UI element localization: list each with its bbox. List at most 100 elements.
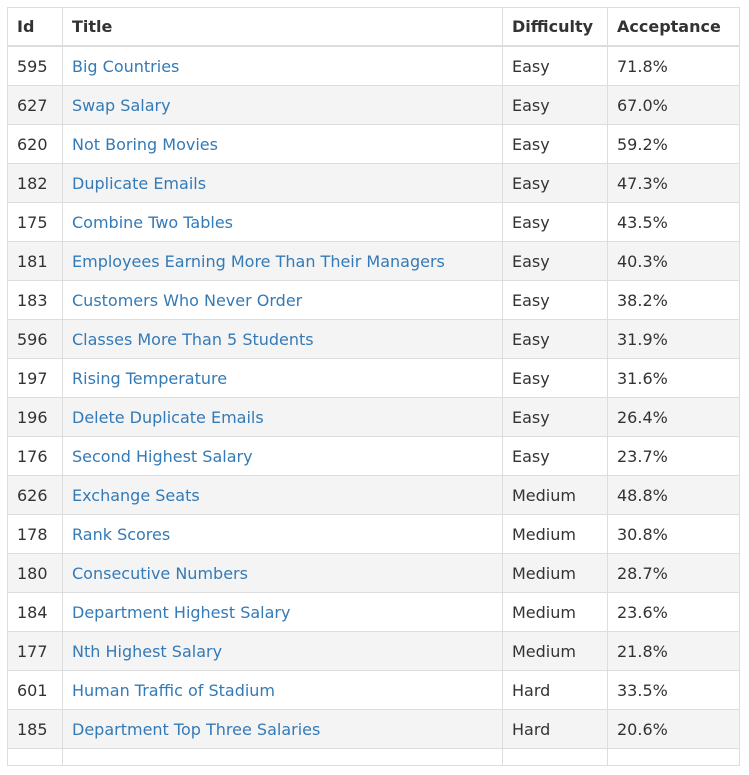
problem-title-link[interactable]: Department Highest Salary: [72, 602, 291, 622]
problem-title-link[interactable]: Department Top Three Salaries: [72, 719, 321, 739]
empty-cell: [62, 748, 503, 766]
problem-acceptance: 47.3%: [607, 163, 740, 203]
problem-title-link[interactable]: Exchange Seats: [72, 485, 200, 505]
problem-title-link[interactable]: Human Traffic of Stadium: [72, 680, 276, 700]
problem-difficulty: Easy: [502, 45, 608, 86]
problem-title-link[interactable]: Duplicate Emails: [72, 173, 207, 193]
problem-id: 595: [7, 45, 63, 86]
problem-acceptance: 40.3%: [607, 241, 740, 281]
problem-id: 182: [7, 163, 63, 203]
problem-title-link[interactable]: Delete Duplicate Emails: [72, 407, 264, 427]
problem-title-link[interactable]: Second Highest Salary: [72, 446, 253, 466]
problem-acceptance: 48.8%: [607, 475, 740, 515]
problem-title-link[interactable]: Classes More Than 5 Students: [72, 329, 314, 349]
column-header-acceptance[interactable]: Acceptance: [607, 7, 740, 47]
problem-acceptance: 23.6%: [607, 592, 740, 632]
column-header-difficulty[interactable]: Difficulty: [502, 7, 608, 47]
problem-title-link[interactable]: Customers Who Never Order: [72, 290, 303, 310]
empty-cell: [502, 748, 608, 766]
problem-difficulty: Easy: [502, 319, 608, 359]
problem-title-cell: Consecutive Numbers: [62, 553, 503, 593]
problem-id: 185: [7, 709, 63, 749]
table-row: 183 Customers Who Never Order Easy 38.2%: [7, 280, 740, 320]
problem-title-link[interactable]: Rising Temperature: [72, 368, 228, 388]
problem-id: 175: [7, 202, 63, 242]
problem-id: 626: [7, 475, 63, 515]
problem-title-link[interactable]: Employees Earning More Than Their Manage…: [72, 251, 445, 271]
problem-difficulty: Medium: [502, 553, 608, 593]
problem-title-cell: Delete Duplicate Emails: [62, 397, 503, 437]
problem-title-cell: Combine Two Tables: [62, 202, 503, 242]
problem-title-link[interactable]: Big Countries: [72, 56, 180, 76]
table-row: 627 Swap Salary Easy 67.0%: [7, 85, 740, 125]
problem-difficulty: Medium: [502, 514, 608, 554]
problems-table-container: Id Title Difficulty Acceptance 595 Big Co…: [7, 7, 740, 766]
table-row: 596 Classes More Than 5 Students Easy 31.9%: [7, 319, 740, 359]
problem-difficulty: Hard: [502, 709, 608, 749]
problem-title-link[interactable]: Swap Salary: [72, 95, 171, 115]
problem-title-cell: Classes More Than 5 Students: [62, 319, 503, 359]
column-header-id[interactable]: Id: [7, 7, 63, 47]
problem-title-cell: Customers Who Never Order: [62, 280, 503, 320]
table-header: Id Title Difficulty Acceptance: [7, 7, 740, 47]
problem-title-cell: Exchange Seats: [62, 475, 503, 515]
problem-title-cell: Not Boring Movies: [62, 124, 503, 164]
problem-acceptance: 71.8%: [607, 45, 740, 86]
problem-title-link[interactable]: Consecutive Numbers: [72, 563, 248, 583]
problem-acceptance: 59.2%: [607, 124, 740, 164]
problem-title-cell: Employees Earning More Than Their Manage…: [62, 241, 503, 281]
table-row: 177 Nth Highest Salary Medium 21.8%: [7, 631, 740, 671]
problem-id: 184: [7, 592, 63, 632]
table-row: 620 Not Boring Movies Easy 59.2%: [7, 124, 740, 164]
table-row: 176 Second Highest Salary Easy 23.7%: [7, 436, 740, 476]
problem-title-cell: Rank Scores: [62, 514, 503, 554]
problem-title-cell: Swap Salary: [62, 85, 503, 125]
problem-acceptance: 23.7%: [607, 436, 740, 476]
problem-id: 601: [7, 670, 63, 710]
problem-title-cell: Second Highest Salary: [62, 436, 503, 476]
problem-id: 176: [7, 436, 63, 476]
problem-id: 181: [7, 241, 63, 281]
problem-title-cell: Nth Highest Salary: [62, 631, 503, 671]
problem-acceptance: 43.5%: [607, 202, 740, 242]
problem-difficulty: Hard: [502, 670, 608, 710]
problem-difficulty: Easy: [502, 163, 608, 203]
empty-cell: [607, 748, 740, 766]
problem-title-cell: Department Top Three Salaries: [62, 709, 503, 749]
table-row: 182 Duplicate Emails Easy 47.3%: [7, 163, 740, 203]
table-row: 626 Exchange Seats Medium 48.8%: [7, 475, 740, 515]
problem-id: 183: [7, 280, 63, 320]
problem-id: 178: [7, 514, 63, 554]
problem-acceptance: 30.8%: [607, 514, 740, 554]
problem-title-link[interactable]: Combine Two Tables: [72, 212, 234, 232]
problem-acceptance: 20.6%: [607, 709, 740, 749]
problem-acceptance: 26.4%: [607, 397, 740, 437]
table-row: 180 Consecutive Numbers Medium 28.7%: [7, 553, 740, 593]
problem-acceptance: 31.6%: [607, 358, 740, 398]
problem-difficulty: Easy: [502, 436, 608, 476]
problem-acceptance: 38.2%: [607, 280, 740, 320]
problem-title-link[interactable]: Nth Highest Salary: [72, 641, 223, 661]
column-header-title[interactable]: Title: [62, 7, 503, 47]
table-row: 185 Department Top Three Salaries Hard 20.6…: [7, 709, 740, 749]
table-row: 184 Department Highest Salary Medium 23.6%: [7, 592, 740, 632]
problem-difficulty: Medium: [502, 592, 608, 632]
problem-id: 627: [7, 85, 63, 125]
problem-difficulty: Easy: [502, 358, 608, 398]
problem-difficulty: Medium: [502, 631, 608, 671]
problem-difficulty: Easy: [502, 202, 608, 242]
table-row: 181 Employees Earning More Than Their Man…: [7, 241, 740, 281]
table-row: 175 Combine Two Tables Easy 43.5%: [7, 202, 740, 242]
problem-title-link[interactable]: Not Boring Movies: [72, 134, 218, 154]
problem-acceptance: 33.5%: [607, 670, 740, 710]
problem-difficulty: Easy: [502, 397, 608, 437]
problem-id: 177: [7, 631, 63, 671]
problem-id: 180: [7, 553, 63, 593]
table-row: 197 Rising Temperature Easy 31.6%: [7, 358, 740, 398]
problem-title-cell: Rising Temperature: [62, 358, 503, 398]
problem-title-link[interactable]: Rank Scores: [72, 524, 171, 544]
empty-cell: [7, 748, 63, 766]
problem-id: 196: [7, 397, 63, 437]
problem-difficulty: Easy: [502, 241, 608, 281]
problem-id: 596: [7, 319, 63, 359]
